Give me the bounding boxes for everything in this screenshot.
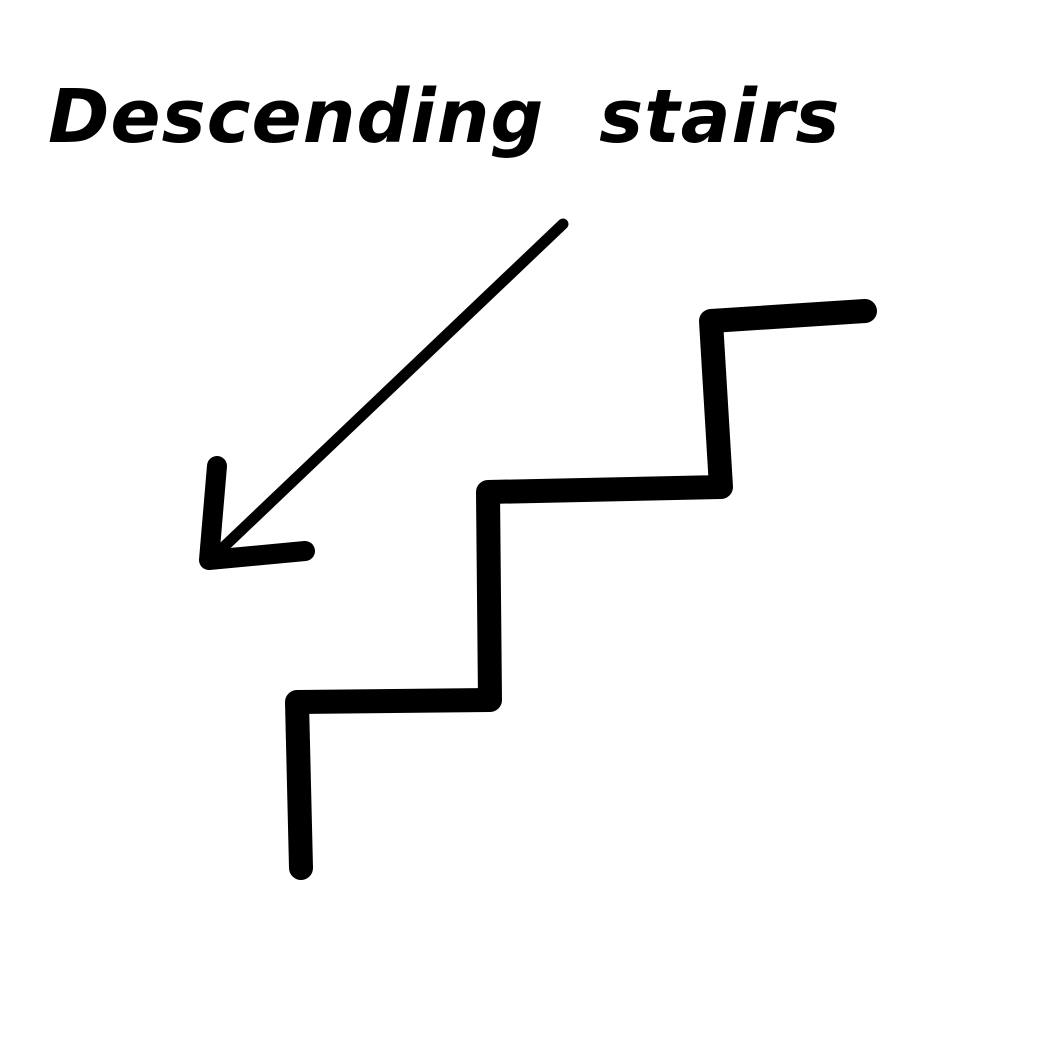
arrow-head [199, 456, 315, 570]
staircase-icon [285, 299, 877, 880]
arrow-shaft [204, 218, 569, 566]
caption-text: Descending stairs [48, 74, 841, 160]
down-left-arrow-icon [199, 218, 569, 570]
staircase-outline [285, 299, 877, 880]
